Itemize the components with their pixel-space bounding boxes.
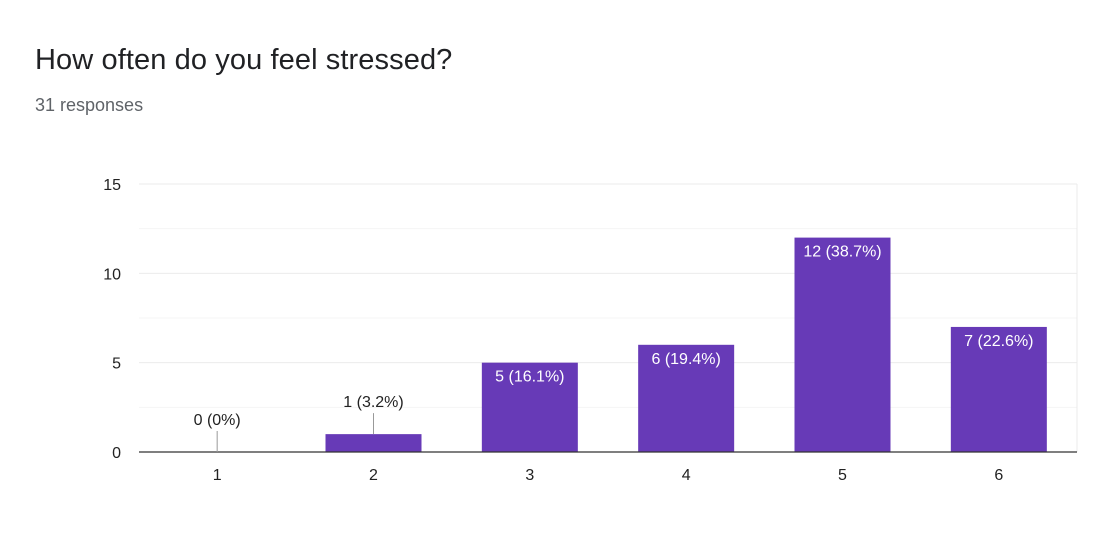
x-tick-label: 2 xyxy=(369,467,378,484)
data-label: 5 (16.1%) xyxy=(495,369,564,386)
bar xyxy=(638,344,735,452)
x-tick-label: 4 xyxy=(682,467,691,484)
bars xyxy=(169,237,1047,453)
x-tick-label: 3 xyxy=(525,467,534,484)
bar xyxy=(794,237,891,452)
y-tick-label: 15 xyxy=(103,177,121,194)
data-label: 0 (0%) xyxy=(194,412,241,429)
response-count: 31 responses xyxy=(35,95,144,115)
y-tick-label: 10 xyxy=(103,266,121,283)
bar xyxy=(325,434,422,452)
data-label: 1 (3.2%) xyxy=(343,394,403,411)
data-label: 12 (38.7%) xyxy=(803,244,881,261)
y-tick-label: 0 xyxy=(112,445,121,462)
axes: 0 5 10 15 1 2 3 4 5 6 xyxy=(103,177,1077,484)
data-label: 6 (19.4%) xyxy=(651,351,720,368)
x-tick-label: 6 xyxy=(994,467,1003,484)
x-tick-label: 1 xyxy=(213,467,222,484)
x-tick-label: 5 xyxy=(838,467,847,484)
bar xyxy=(950,326,1047,452)
data-labels: 0 (0%) 1 (3.2%) 5 (16.1%) 6 (19.4%) 12 (38.7… xyxy=(194,244,1034,452)
data-label: 7 (22.6%) xyxy=(964,333,1033,350)
chart-title: How often do you feel stressed? xyxy=(35,44,453,76)
gridlines xyxy=(139,183,1078,452)
y-tick-label: 5 xyxy=(112,356,121,373)
bar xyxy=(481,362,578,452)
